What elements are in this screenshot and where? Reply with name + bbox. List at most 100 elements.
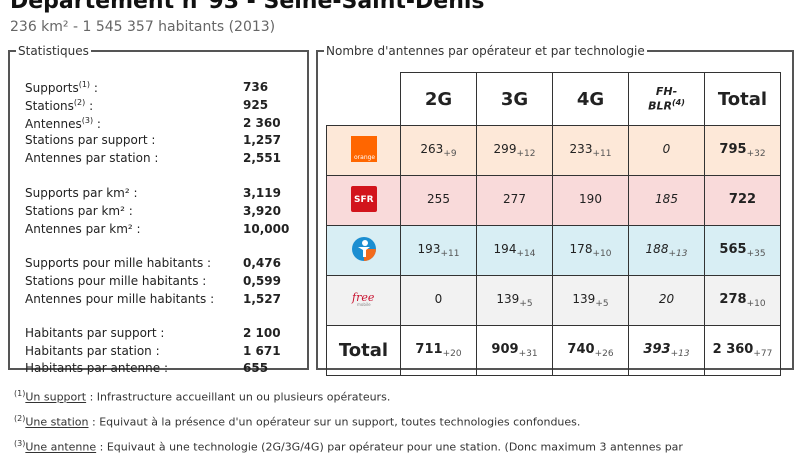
- cell-increment: +13: [670, 349, 690, 359]
- total-cell: 711+20: [400, 325, 477, 376]
- cell-value: 139: [572, 292, 596, 306]
- orange-logo-icon: orange: [350, 136, 377, 165]
- header-blr-text: BLR: [648, 99, 672, 113]
- stat-value: 655: [243, 361, 269, 375]
- operator-row-sfr: SFR 255 277 190 185 722: [326, 175, 781, 226]
- footnote-term: Un support: [25, 390, 87, 404]
- cell-increment: +14: [516, 249, 536, 259]
- table-cell: 277: [476, 175, 553, 226]
- cell-value: 178: [569, 242, 593, 256]
- table-cell: 194+14: [476, 225, 553, 276]
- cell-increment: +9: [443, 149, 457, 159]
- stat-row: Antennes(3) : 2 360: [25, 116, 281, 131]
- stat-colon: :: [93, 117, 101, 131]
- cell-increment: +26: [594, 349, 614, 359]
- cell-value: 255: [427, 192, 450, 206]
- cell-increment: +35: [746, 249, 766, 259]
- svg-text:SFR: SFR: [354, 195, 374, 205]
- stat-label: Supports par km² :: [25, 186, 138, 200]
- table-cell: 190: [552, 175, 629, 226]
- stat-row: Stations par km² : 3,920: [25, 204, 281, 218]
- footnote-number: (1): [14, 389, 26, 398]
- operator-logo-cell: SFR: [326, 175, 401, 226]
- cell-increment: +12: [516, 149, 536, 159]
- cell-value: 233: [569, 142, 593, 156]
- stat-row: Habitants par station : 1 671: [25, 344, 281, 358]
- operator-logo-cell: free mobile: [326, 275, 401, 326]
- cell-value: 188: [645, 242, 669, 256]
- stat-label: Antennes: [25, 117, 82, 131]
- cell-value: 190: [579, 192, 602, 206]
- stat-value: 1,257: [243, 133, 281, 147]
- cell-increment: +31: [518, 349, 538, 359]
- svg-text:mobile: mobile: [357, 302, 371, 307]
- cell-value: 2 360: [712, 342, 754, 357]
- stat-value: 10,000: [243, 222, 290, 236]
- cell-increment: +32: [746, 149, 766, 159]
- stat-value: 0,599: [243, 274, 281, 288]
- cell-value: 185: [655, 192, 678, 206]
- stat-row: Supports pour mille habitants : 0,476: [25, 256, 281, 270]
- stat-value: 736: [243, 80, 269, 94]
- header-fh-blr: FH- BLR(4): [628, 72, 705, 126]
- statistics-legend: Statistiques: [18, 44, 89, 58]
- stat-row: Antennes pour mille habitants : 1,527: [25, 292, 281, 306]
- header-blr-sup: (4): [671, 98, 685, 108]
- cell-value: 393: [643, 342, 671, 357]
- header-total: Total: [704, 72, 781, 126]
- total-cell: 2 360+77: [704, 325, 781, 376]
- stat-value: 1,527: [243, 292, 281, 306]
- footnote-ref: (1): [78, 80, 91, 89]
- cell-increment: +20: [442, 349, 462, 359]
- header-3g: 3G: [476, 72, 553, 126]
- stat-value: 2 360: [243, 116, 281, 130]
- stat-label: Antennes pour mille habitants :: [25, 292, 215, 306]
- cell-increment: +77: [753, 349, 773, 359]
- stat-row: Habitants par support : 2 100: [25, 326, 281, 340]
- operator-row-orange: orange 263+9 299+12 233+11 0 795+32: [326, 125, 781, 176]
- operator-row-bouygues: 193+11 194+14 178+10 188+13 565+35: [326, 225, 781, 276]
- total-row: Total 711+20 909+31 740+26 393+13 2 360+77: [326, 325, 781, 376]
- stat-value: 2,551: [243, 151, 281, 165]
- table-cell: 263+9: [400, 125, 477, 176]
- stat-label: Stations pour mille habitants :: [25, 274, 207, 288]
- stat-label: Supports pour mille habitants :: [25, 256, 212, 270]
- table-cell: 255: [400, 175, 477, 226]
- svg-text:free: free: [351, 291, 375, 304]
- operator-row-free: free mobile 0 139+5 139+5 20 278+10: [326, 275, 781, 326]
- total-cell: 909+31: [476, 325, 553, 376]
- free-logo-icon: free mobile: [351, 291, 377, 315]
- cell-value: 0: [434, 292, 443, 306]
- footnote-number: (2): [14, 414, 26, 423]
- antennas-panel: Nombre d'antennes par opérateur et par t…: [316, 44, 794, 376]
- table-cell: 0: [400, 275, 477, 326]
- footnote-ref: (2): [73, 98, 86, 107]
- stat-value: 0,476: [243, 256, 281, 270]
- cell-value: 0: [662, 142, 671, 156]
- cell-value: 299: [493, 142, 517, 156]
- stat-row: Supports(1) : 736: [25, 80, 268, 95]
- table-cell: 722: [704, 175, 781, 226]
- table-cell: 139+5: [552, 275, 629, 326]
- cell-value: 194: [493, 242, 517, 256]
- total-cell: 740+26: [552, 325, 629, 376]
- antennas-table: 2G 3G 4G FH- BLR(4) Total orange 263+9 299+…: [326, 72, 781, 376]
- statistics-panel: Statistiques Supports(1) : 736 Stations(2)…: [8, 44, 309, 375]
- page-subtitle: 236 km² - 1 545 357 habitants (2013): [10, 19, 276, 35]
- table-cell: 139+5: [476, 275, 553, 326]
- footnote: (2)Une station : Equivaut à la présence …: [14, 414, 580, 429]
- stat-label: Habitants par antenne :: [25, 361, 168, 375]
- cell-increment: +11: [592, 149, 612, 159]
- table-cell: 0: [628, 125, 705, 176]
- stat-colon: :: [90, 81, 98, 95]
- table-cell: 565+35: [704, 225, 781, 276]
- header-4g: 4G: [552, 72, 629, 126]
- stat-label: Habitants par station :: [25, 344, 160, 358]
- table-cell: 188+13: [628, 225, 705, 276]
- cell-value: 795: [719, 142, 747, 157]
- stat-row: Stations(2) : 925: [25, 98, 268, 113]
- table-header-row: 2G 3G 4G FH- BLR(4) Total: [326, 72, 781, 126]
- total-cell: 393+13: [628, 325, 705, 376]
- cell-increment: +13: [668, 249, 688, 259]
- table-cell: 233+11: [552, 125, 629, 176]
